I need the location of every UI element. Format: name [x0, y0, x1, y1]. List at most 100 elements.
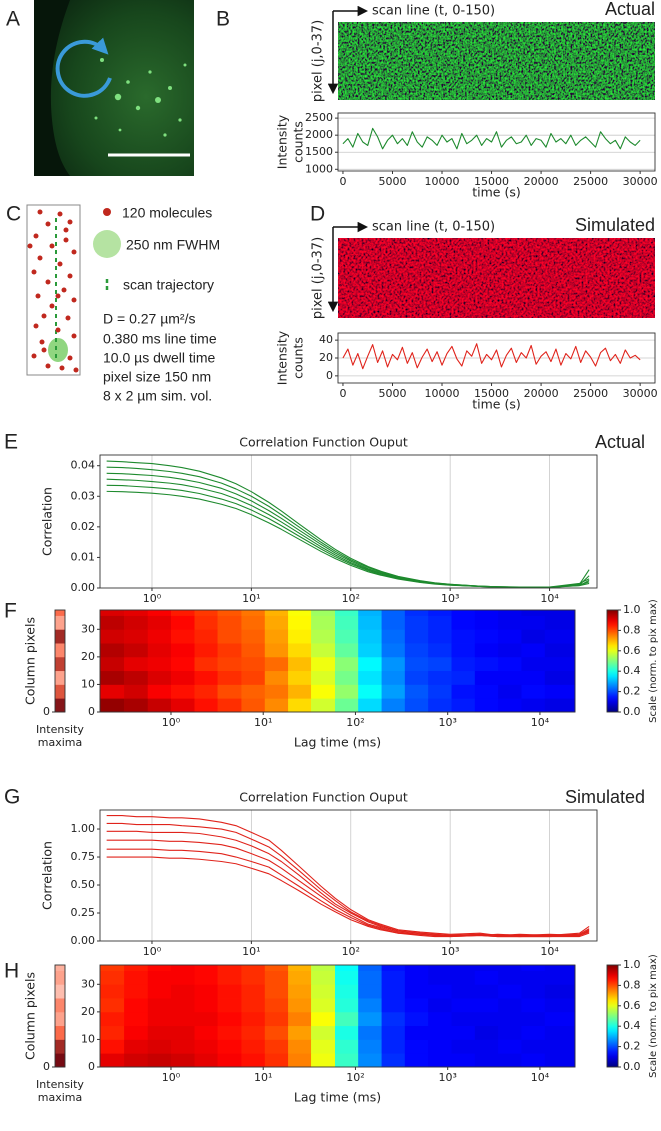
colorbar-tick-label: 1.0 [623, 958, 641, 971]
intensity-cell [55, 1011, 65, 1027]
chart-title: Correlation Function Ouput [239, 790, 408, 805]
colorbar-tick-label: 1.0 [623, 603, 641, 616]
heat-cell [474, 629, 499, 644]
legend-text: scan trajectory [123, 277, 214, 293]
heat-cell [124, 1053, 149, 1068]
data-line [342, 127, 641, 150]
heat-cell [521, 629, 546, 644]
heat-cell [451, 656, 476, 672]
heat-cell [241, 656, 266, 672]
heat-cell [100, 684, 125, 699]
heat-cell [498, 984, 522, 999]
heat-cell [358, 610, 382, 616]
heat-cell [264, 1025, 289, 1040]
heat-cell [147, 970, 172, 985]
heat-cell [241, 698, 266, 713]
heat-cell [100, 610, 125, 616]
heat-cell [428, 1025, 452, 1040]
heat-cell [358, 1011, 382, 1027]
heat-cell [474, 643, 499, 658]
heat-cell [428, 684, 452, 699]
heat-cell [521, 1053, 546, 1068]
heat-cell [544, 615, 576, 630]
heat-cell [288, 610, 312, 616]
heat-cell [334, 965, 359, 971]
x-tick-label: 10000 [425, 387, 460, 400]
heat-cell [241, 670, 266, 685]
intensity-cell [55, 656, 65, 672]
sim-parameter: 10.0 µs dwell time [103, 350, 216, 366]
x-tick-label: 15000 [474, 175, 509, 188]
y-tick-label: 20 [81, 1005, 95, 1018]
x-tick-label: 10⁰ [143, 592, 162, 605]
heat-cell [100, 970, 125, 985]
heat-cell [194, 1011, 218, 1027]
heat-cell [194, 1039, 218, 1054]
heat-cell [474, 684, 499, 699]
y-tick-label: 20 [319, 351, 333, 364]
heat-cell [311, 984, 336, 999]
heat-cell [194, 610, 218, 616]
heat-cell [381, 684, 406, 699]
x-tick-label: 10³ [438, 1071, 456, 1084]
heat-cell [170, 698, 195, 713]
kymograph [338, 22, 655, 100]
heat-cell [428, 698, 452, 713]
colorbar-tick-label: 0.6 [623, 644, 641, 657]
annotation: Actual [605, 0, 655, 19]
heat-cell [474, 1011, 499, 1027]
heat-cell [428, 670, 452, 685]
colorbar-tick-label: 0.8 [623, 623, 641, 636]
x-tick-label: 10² [342, 945, 360, 958]
heat-cell [264, 610, 289, 616]
heat-cell [264, 1039, 289, 1054]
x-tick-label: 10⁴ [540, 592, 559, 605]
x-tick-label: 10⁴ [540, 945, 559, 958]
heat-cell [521, 998, 546, 1013]
heat-cell [288, 970, 312, 985]
plot-frame [337, 112, 656, 172]
heat-cell [521, 965, 546, 971]
heat-cell [170, 1011, 195, 1027]
colorbar-tick-label: 0.4 [623, 1019, 641, 1032]
heat-cell [194, 965, 218, 971]
simulation-schematic: 120 molecules 250 nm FWHM scan trajector… [26, 204, 220, 404]
heat-cell [217, 1053, 242, 1068]
heat-cell [428, 965, 452, 971]
heat-cell [100, 656, 125, 672]
heat-cell [217, 684, 242, 699]
intensity-cell [55, 1025, 65, 1040]
intensity-cell [55, 698, 65, 713]
heat-cell [498, 965, 522, 971]
heat-cell [474, 984, 499, 999]
heat-cell [100, 1053, 125, 1068]
heat-cell [358, 698, 382, 713]
heat-cell [451, 970, 476, 985]
heat-cell [334, 1039, 359, 1054]
heat-cell [428, 629, 452, 644]
heat-cell [428, 1011, 452, 1027]
heat-cell [288, 965, 312, 971]
y-tick-label: 2000 [305, 128, 333, 141]
heat-cell [334, 970, 359, 985]
heat-cell [217, 615, 242, 630]
data-line [106, 460, 590, 588]
heat-cell [194, 684, 218, 699]
data-line [106, 490, 590, 588]
panel-label: B [216, 8, 230, 31]
heat-cell [217, 698, 242, 713]
x-tick-label: 10³ [441, 945, 459, 958]
heat-cell [170, 656, 195, 672]
image-background [34, 0, 194, 176]
y-tick-label: 1500 [305, 145, 333, 158]
heat-cell [124, 1011, 149, 1027]
heat-cell [381, 615, 406, 630]
heat-cell [521, 1011, 546, 1027]
heat-cell [170, 984, 195, 999]
heat-cell [451, 670, 476, 685]
x-tick-label: 20000 [524, 387, 559, 400]
x-axis-label: Lag time (ms) [294, 1090, 381, 1105]
y-tick-label: 0 [88, 1060, 95, 1073]
heat-cell [451, 1039, 476, 1054]
y-tick-label: 0 [88, 705, 95, 718]
